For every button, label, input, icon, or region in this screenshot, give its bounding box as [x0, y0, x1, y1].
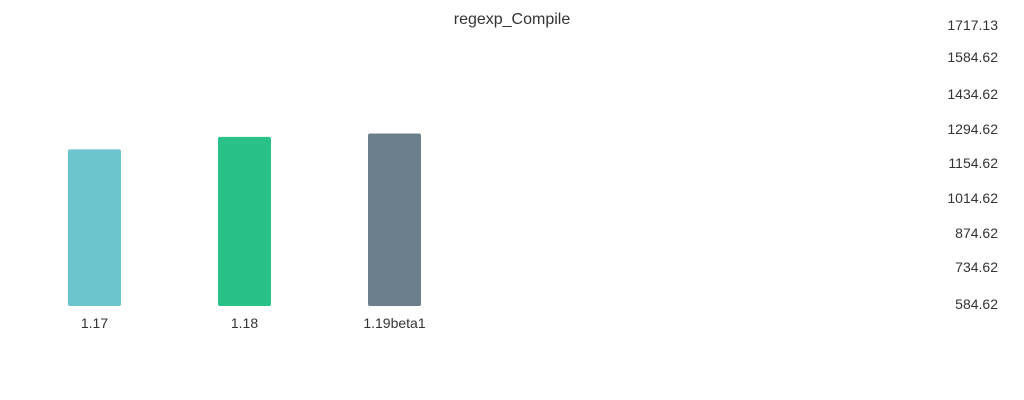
x-tick-labels: 1.17 1.18 1.19beta1: [81, 315, 426, 331]
bars-layer: [68, 133, 421, 306]
y-tick-label: 734.62: [955, 259, 998, 275]
bar-1.19beta1[interactable]: [368, 133, 421, 306]
x-tick-label: 1.19beta1: [363, 315, 425, 331]
y-tick-label: 1014.62: [947, 190, 998, 206]
y-tick-label: 1584.62: [947, 49, 998, 65]
bar-1.18[interactable]: [218, 137, 271, 306]
y-tick-label: 1294.62: [947, 121, 998, 137]
x-tick-label: 1.17: [81, 315, 108, 331]
x-tick-label: 1.18: [231, 315, 258, 331]
y-tick-label: 1154.62: [948, 155, 998, 171]
bar-1.17[interactable]: [68, 149, 121, 306]
y-tick-label: 1434.62: [947, 86, 998, 102]
y-tick-label: 584.62: [955, 296, 998, 312]
y-tick-labels: 1717.13 1584.62 1434.62 1294.62 1154.62 1014.…: [947, 17, 998, 312]
y-tick-label: 874.62: [955, 225, 998, 241]
y-tick-label: 1717.13: [947, 17, 998, 33]
